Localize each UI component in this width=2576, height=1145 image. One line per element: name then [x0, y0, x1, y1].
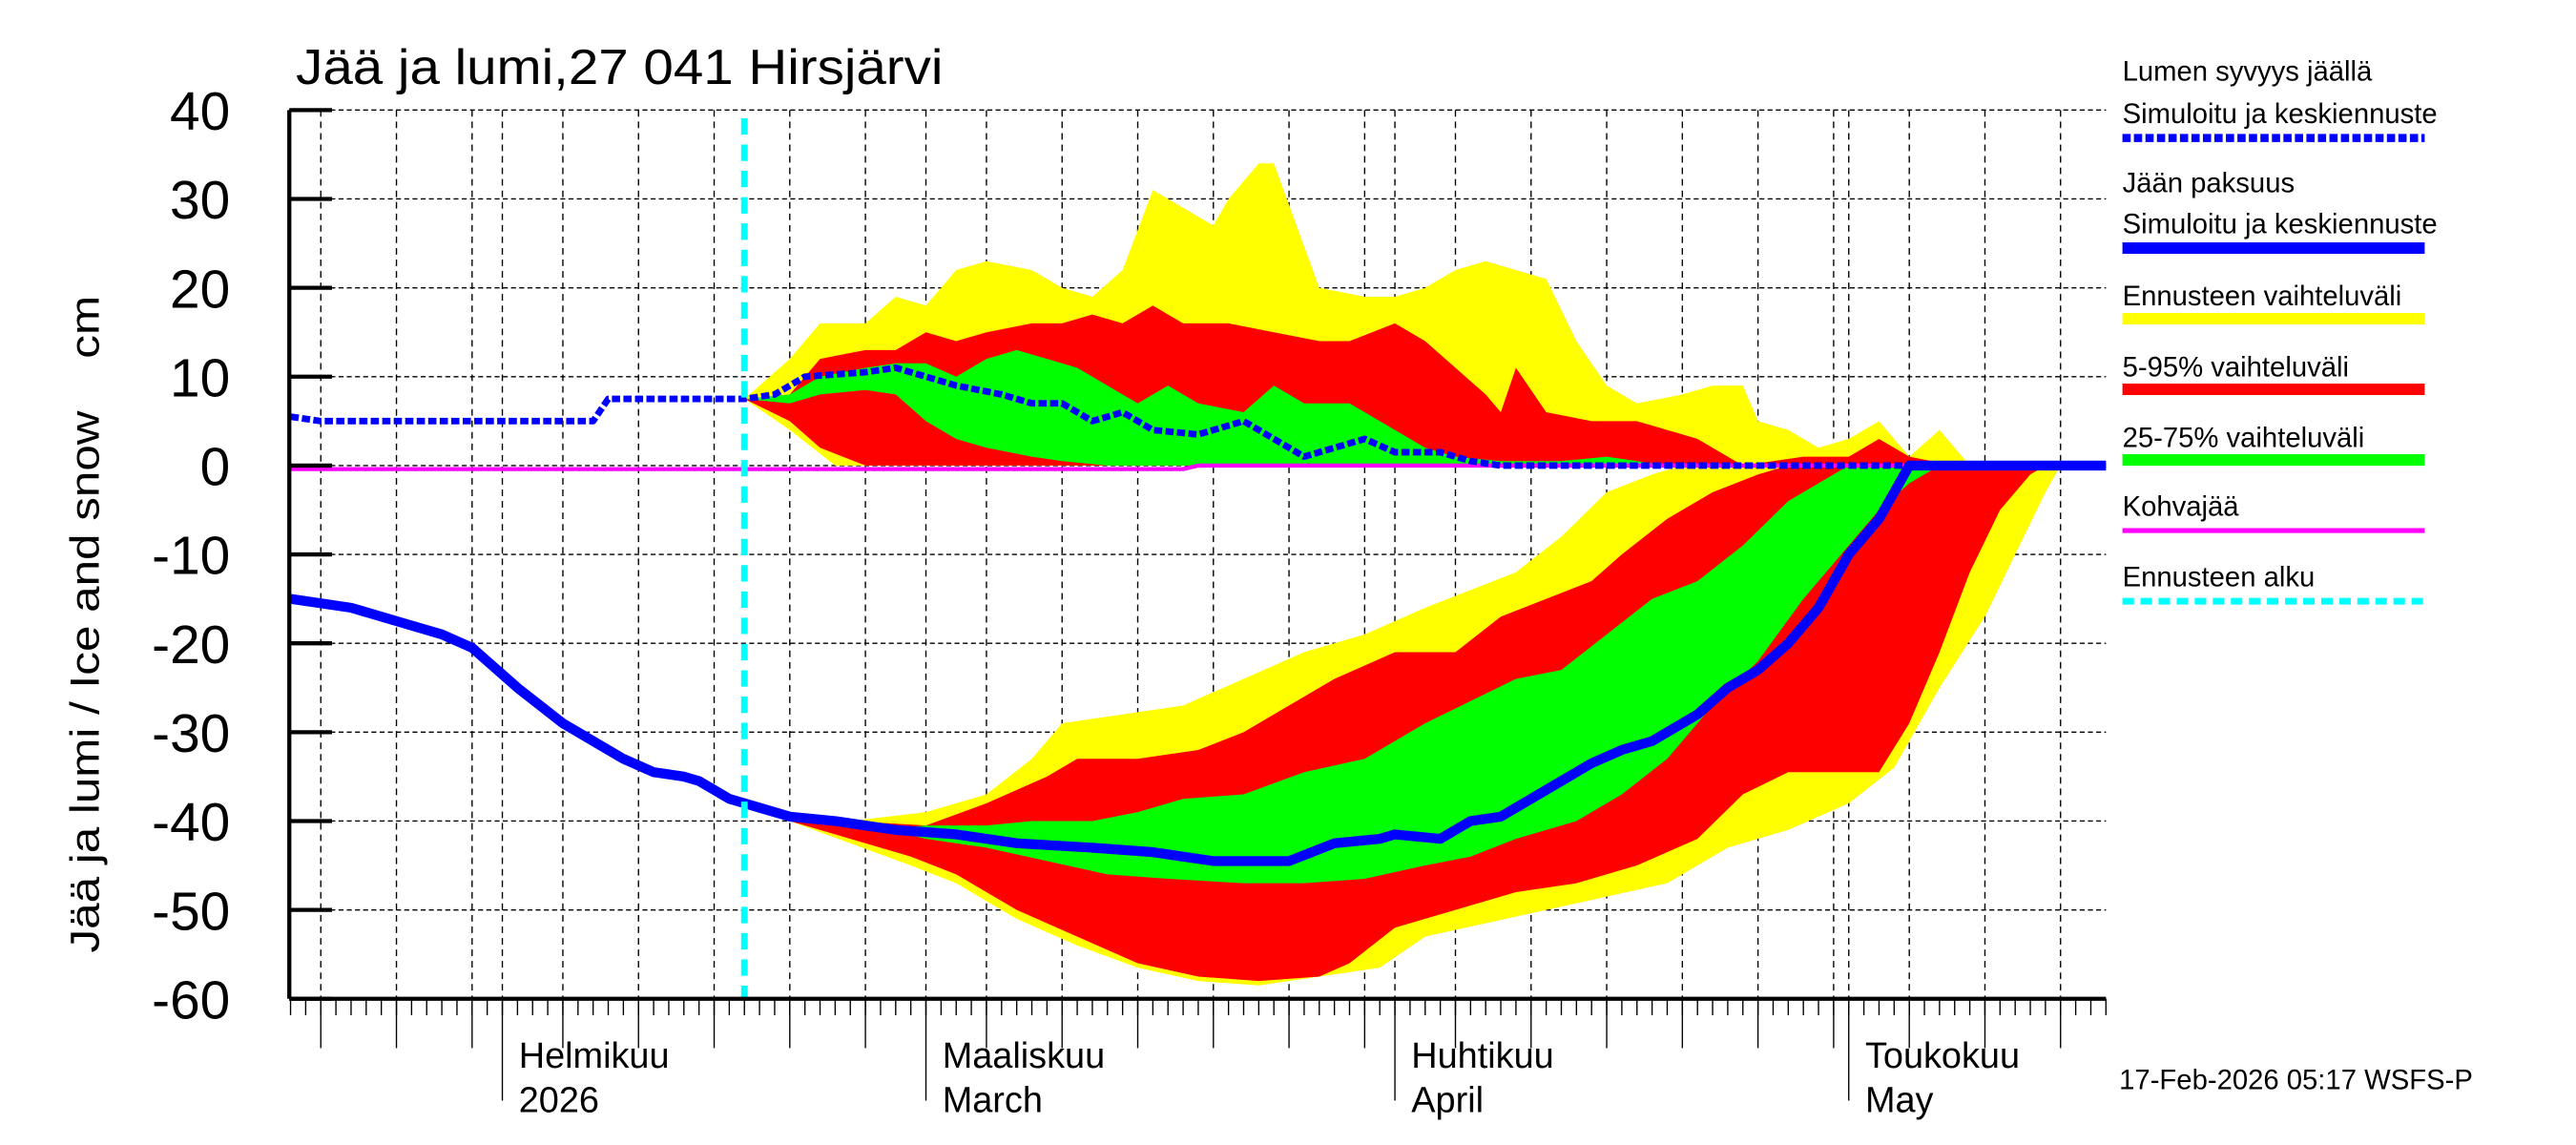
month-sublabel: 2026: [519, 1081, 599, 1121]
y-tick-label: 40: [170, 82, 230, 142]
timestamp: 17-Feb-2026 05:17 WSFS-P: [2119, 1065, 2473, 1095]
legend-ice-sublabel: Simuloitu ja keskiennuste: [2123, 209, 2438, 239]
legend-range-5-95-label: 5-95% vaihteluväli: [2123, 352, 2349, 383]
ice-median-line: [289, 460, 2107, 866]
month-label: Toukokuu: [1865, 1036, 2020, 1076]
chart-marks: [289, 117, 2107, 999]
y-tick-label: 10: [170, 348, 230, 408]
month-sublabel: May: [1865, 1081, 1934, 1121]
y-tick-label: -40: [152, 793, 230, 853]
legend-range-full-label: Ennusteen vaihteluväli: [2123, 281, 2402, 312]
y-tick-label: -20: [152, 615, 230, 676]
month-label: Huhtikuu: [1411, 1036, 1553, 1076]
legend-ice-label: Jään paksuus: [2123, 168, 2296, 198]
month-label: Helmikuu: [519, 1036, 670, 1076]
axes: [287, 108, 2108, 1101]
y-tick-label: 20: [170, 260, 230, 320]
month-sublabel: April: [1411, 1081, 1484, 1121]
legend: Lumen syvyys jäällä Simuloitu ja keskien…: [2122, 56, 2438, 605]
y-tick-label: -10: [152, 527, 230, 587]
snow-median-line: [290, 364, 2107, 469]
y-tick-label: -30: [152, 704, 230, 764]
snow-range-25-75-band: [744, 349, 1668, 466]
legend-forecast-start-label: Ennusteen alku: [2123, 563, 2316, 593]
month-sublabel: March: [943, 1081, 1043, 1121]
y-tick-label: 0: [200, 438, 231, 498]
legend-slush-ice-label: Kohvajää: [2123, 492, 2240, 523]
y-axis-label: Jää ja lumi / Ice and snow cm: [63, 296, 109, 953]
y-tick-label: -50: [152, 882, 230, 942]
chart-title: Jää ja lumi,27 041 Hirsjärvi: [296, 39, 943, 94]
y-tick-label: -60: [152, 970, 230, 1030]
y-tick-label: 30: [170, 171, 230, 231]
legend-snow-sublabel: Simuloitu ja keskiennuste: [2123, 99, 2438, 130]
legend-snow-label: Lumen syvyys jäällä: [2123, 56, 2373, 87]
slush-ice-line: [290, 463, 2107, 471]
legend-range-25-75-label: 25-75% vaihteluväli: [2123, 423, 2365, 453]
month-label: Maaliskuu: [943, 1036, 1105, 1076]
y-tick-labels: 40 30 20 10 0 -10 -20 -30 -40 -50 -60: [152, 82, 230, 1030]
x-month-labels: Helmikuu 2026 Maaliskuu March Huhtikuu April T…: [519, 1036, 2020, 1120]
